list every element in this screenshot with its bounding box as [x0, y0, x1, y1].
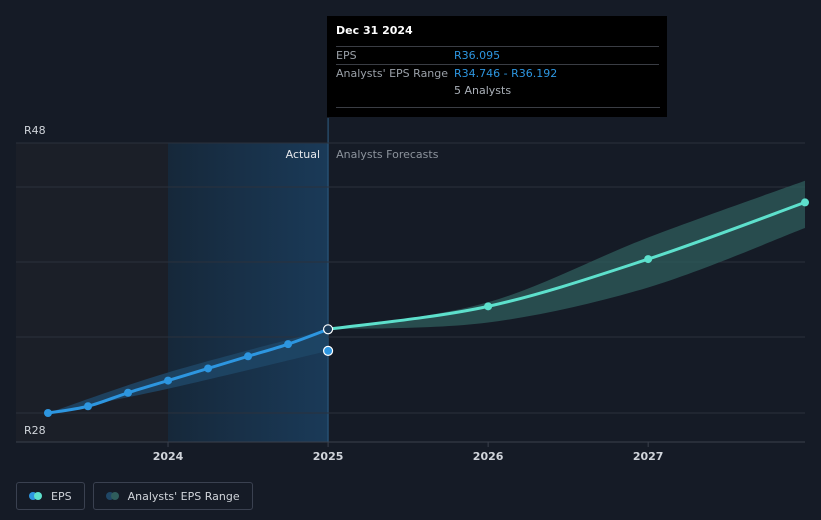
actual-eps-range-band	[48, 329, 329, 413]
tooltip-range-value: R34.746 - R36.192	[454, 67, 558, 80]
x-tick-label: 2024	[153, 450, 184, 463]
tooltip-row-eps: EPS R36.095	[336, 46, 659, 64]
x-tick-label: 2027	[633, 450, 664, 463]
eps-actual-point	[84, 402, 93, 411]
y-tick-label-top: R48	[24, 124, 46, 137]
eps-forecast-point	[801, 198, 809, 207]
forecast-eps-range-band	[328, 180, 805, 330]
actual-region	[168, 143, 329, 442]
y-tick-label-bottom: R28	[24, 424, 46, 437]
eps-actual-point	[204, 364, 213, 373]
eps-legend-icon	[29, 492, 43, 500]
forecast-section-label: Analysts Forecasts	[336, 148, 439, 161]
highlighted-eps-point	[322, 345, 334, 356]
x-tick-label: 2026	[473, 450, 504, 463]
tooltip-analysts-label	[336, 82, 454, 99]
past-region	[16, 143, 169, 442]
eps-actual-point	[244, 352, 253, 361]
tooltip-range-label: Analysts' EPS Range	[336, 67, 449, 80]
legend-range-label: Analysts' EPS Range	[127, 489, 240, 503]
eps-forecast-point	[484, 302, 493, 311]
legend-range-button[interactable]: Analysts' EPS Range	[92, 482, 253, 510]
eps-actual-point	[284, 340, 293, 349]
legend: EPS Analysts' EPS Range	[16, 482, 253, 510]
eps-forecast-line	[326, 200, 807, 331]
legend-eps-label: EPS	[51, 489, 72, 503]
eps-actual-point	[164, 376, 173, 385]
x-tick-label: 2025	[313, 450, 344, 463]
eps-forecast-point	[644, 255, 653, 264]
tooltip-row-range: Analysts' EPS Range R34.746 - R36.192	[336, 64, 659, 82]
tooltip-date: Dec 31 2024	[336, 24, 413, 37]
tooltip-analysts-value: 5 Analysts	[454, 84, 512, 97]
eps-actual-point	[44, 409, 53, 417]
tooltip-row-analysts: 5 Analysts	[336, 82, 659, 99]
actual-section-label: Actual	[286, 148, 320, 161]
legend-eps-button[interactable]: EPS	[16, 482, 85, 510]
eps-actual-point	[124, 388, 133, 397]
tooltip: Dec 31 2024 EPS R36.095 Analysts' EPS Ra…	[327, 16, 667, 117]
eps-actual-point	[322, 324, 334, 335]
tooltip-eps-value: R36.095	[454, 49, 501, 62]
tooltip-divider	[336, 107, 660, 108]
range-legend-icon	[105, 492, 120, 500]
tooltip-eps-label: EPS	[336, 49, 357, 62]
